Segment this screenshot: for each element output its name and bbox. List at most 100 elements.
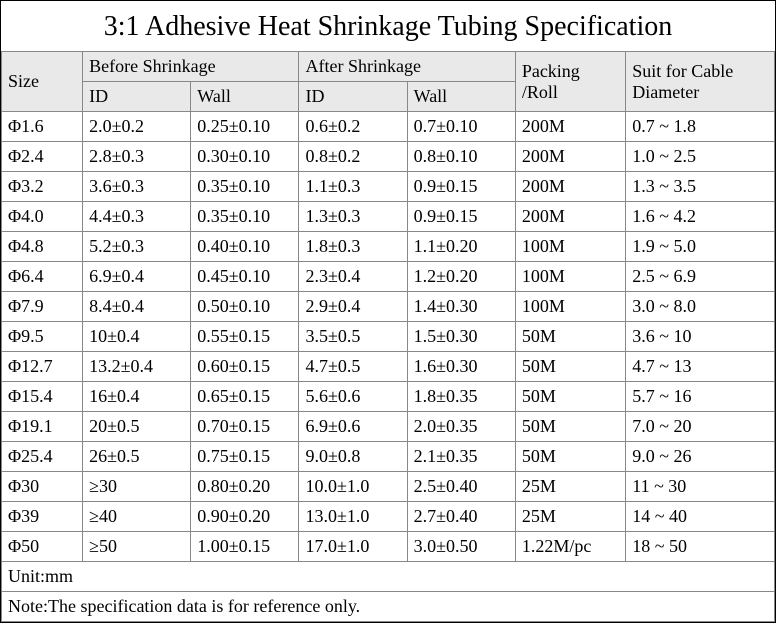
cell-size: Φ30 <box>2 472 83 502</box>
header-packing-line2: /Roll <box>522 82 558 102</box>
cell-suit: 11 ~ 30 <box>626 472 775 502</box>
header-before-wall: Wall <box>191 82 299 112</box>
cell-before_wall: 0.30±0.10 <box>191 142 299 172</box>
cell-after_wall: 0.9±0.15 <box>407 172 515 202</box>
header-after-wall: Wall <box>407 82 515 112</box>
cell-after_wall: 2.1±0.35 <box>407 442 515 472</box>
header-before-id: ID <box>83 82 191 112</box>
cell-suit: 0.7 ~ 1.8 <box>626 112 775 142</box>
cell-before_id: 6.9±0.4 <box>83 262 191 292</box>
cell-after_id: 6.9±0.6 <box>299 412 407 442</box>
cell-packing: 200M <box>515 202 625 232</box>
spec-table: Size Before Shrinkage After Shrinkage Pa… <box>1 52 775 622</box>
cell-before_wall: 0.40±0.10 <box>191 232 299 262</box>
cell-before_wall: 0.70±0.15 <box>191 412 299 442</box>
table-title: 3:1 Adhesive Heat Shrinkage Tubing Speci… <box>1 1 775 52</box>
cell-packing: 200M <box>515 142 625 172</box>
header-after-shrinkage: After Shrinkage <box>299 52 515 82</box>
table-row: Φ2.42.8±0.30.30±0.100.8±0.20.8±0.10200M1… <box>2 142 775 172</box>
cell-after_id: 9.0±0.8 <box>299 442 407 472</box>
cell-suit: 1.9 ~ 5.0 <box>626 232 775 262</box>
cell-after_wall: 0.9±0.15 <box>407 202 515 232</box>
cell-before_wall: 0.60±0.15 <box>191 352 299 382</box>
cell-suit: 3.6 ~ 10 <box>626 322 775 352</box>
cell-packing: 100M <box>515 262 625 292</box>
cell-packing: 50M <box>515 322 625 352</box>
cell-before_wall: 0.45±0.10 <box>191 262 299 292</box>
cell-size: Φ39 <box>2 502 83 532</box>
header-suit-line2: Diameter <box>632 82 699 102</box>
cell-packing: 100M <box>515 232 625 262</box>
cell-suit: 1.6 ~ 4.2 <box>626 202 775 232</box>
cell-before_wall: 0.90±0.20 <box>191 502 299 532</box>
table-row: Φ15.416±0.40.65±0.155.6±0.61.8±0.3550M5.… <box>2 382 775 412</box>
cell-before_wall: 0.75±0.15 <box>191 442 299 472</box>
cell-before_id: 26±0.5 <box>83 442 191 472</box>
unit-row: Unit:mm <box>2 562 775 592</box>
cell-before_id: 2.8±0.3 <box>83 142 191 172</box>
cell-suit: 4.7 ~ 13 <box>626 352 775 382</box>
cell-after_id: 5.6±0.6 <box>299 382 407 412</box>
cell-packing: 50M <box>515 382 625 412</box>
cell-packing: 200M <box>515 172 625 202</box>
cell-before_id: 8.4±0.4 <box>83 292 191 322</box>
cell-size: Φ2.4 <box>2 142 83 172</box>
cell-before_wall: 0.25±0.10 <box>191 112 299 142</box>
cell-suit: 5.7 ~ 16 <box>626 382 775 412</box>
note-cell: Note:The specification data is for refer… <box>2 592 775 622</box>
cell-before_id: 4.4±0.3 <box>83 202 191 232</box>
cell-suit: 18 ~ 50 <box>626 532 775 562</box>
cell-size: Φ4.8 <box>2 232 83 262</box>
cell-after_id: 10.0±1.0 <box>299 472 407 502</box>
cell-before_wall: 0.80±0.20 <box>191 472 299 502</box>
header-suit-line1: Suit for Cable <box>632 61 733 81</box>
table-row: Φ4.85.2±0.30.40±0.101.8±0.31.1±0.20100M1… <box>2 232 775 262</box>
table-row: Φ19.120±0.50.70±0.156.9±0.62.0±0.3550M7.… <box>2 412 775 442</box>
cell-packing: 25M <box>515 502 625 532</box>
cell-suit: 9.0 ~ 26 <box>626 442 775 472</box>
cell-size: Φ9.5 <box>2 322 83 352</box>
cell-before_id: ≥40 <box>83 502 191 532</box>
cell-before_id: 3.6±0.3 <box>83 172 191 202</box>
cell-size: Φ3.2 <box>2 172 83 202</box>
header-packing-line1: Packing <box>522 61 580 81</box>
cell-packing: 200M <box>515 112 625 142</box>
table-row: Φ39≥400.90±0.2013.0±1.02.7±0.4025M14 ~ 4… <box>2 502 775 532</box>
cell-after_id: 2.3±0.4 <box>299 262 407 292</box>
cell-before_id: ≥30 <box>83 472 191 502</box>
cell-after_wall: 1.6±0.30 <box>407 352 515 382</box>
cell-packing: 50M <box>515 412 625 442</box>
table-row: Φ4.04.4±0.30.35±0.101.3±0.30.9±0.15200M1… <box>2 202 775 232</box>
table-row: Φ9.510±0.40.55±0.153.5±0.51.5±0.3050M3.6… <box>2 322 775 352</box>
cell-after_wall: 0.7±0.10 <box>407 112 515 142</box>
cell-suit: 14 ~ 40 <box>626 502 775 532</box>
header-before-shrinkage: Before Shrinkage <box>83 52 299 82</box>
cell-packing: 1.22M/pc <box>515 532 625 562</box>
cell-before_wall: 0.65±0.15 <box>191 382 299 412</box>
cell-before_id: 16±0.4 <box>83 382 191 412</box>
cell-after_wall: 3.0±0.50 <box>407 532 515 562</box>
cell-after_wall: 1.4±0.30 <box>407 292 515 322</box>
cell-packing: 50M <box>515 352 625 382</box>
table-row: Φ6.46.9±0.40.45±0.102.3±0.41.2±0.20100M2… <box>2 262 775 292</box>
cell-size: Φ19.1 <box>2 412 83 442</box>
cell-suit: 3.0 ~ 8.0 <box>626 292 775 322</box>
cell-after_wall: 1.5±0.30 <box>407 322 515 352</box>
cell-after_wall: 1.1±0.20 <box>407 232 515 262</box>
header-size: Size <box>2 52 83 112</box>
table-row: Φ3.23.6±0.30.35±0.101.1±0.30.9±0.15200M1… <box>2 172 775 202</box>
cell-after_id: 4.7±0.5 <box>299 352 407 382</box>
header-after-id: ID <box>299 82 407 112</box>
table-header: Size Before Shrinkage After Shrinkage Pa… <box>2 52 775 112</box>
spec-table-container: 3:1 Adhesive Heat Shrinkage Tubing Speci… <box>0 0 776 623</box>
cell-before_wall: 0.55±0.15 <box>191 322 299 352</box>
cell-after_wall: 1.8±0.35 <box>407 382 515 412</box>
cell-size: Φ7.9 <box>2 292 83 322</box>
cell-before_wall: 1.00±0.15 <box>191 532 299 562</box>
header-packing: Packing /Roll <box>515 52 625 112</box>
cell-packing: 50M <box>515 442 625 472</box>
table-row: Φ1.62.0±0.20.25±0.100.6±0.20.7±0.10200M0… <box>2 112 775 142</box>
cell-after_id: 0.8±0.2 <box>299 142 407 172</box>
cell-size: Φ15.4 <box>2 382 83 412</box>
cell-size: Φ12.7 <box>2 352 83 382</box>
